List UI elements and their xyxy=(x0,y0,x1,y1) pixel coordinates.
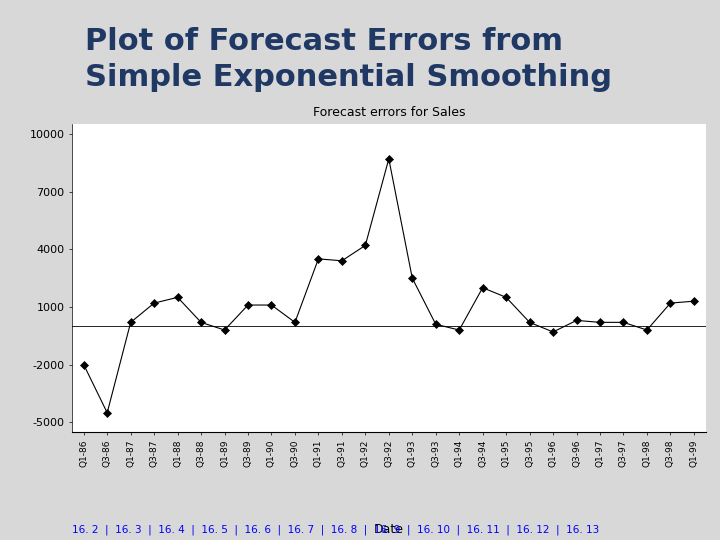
Title: Forecast errors for Sales: Forecast errors for Sales xyxy=(312,106,465,119)
Text: 16. 2  |  16. 3  |  16. 4  |  16. 5  |  16. 6  |  16. 7  |  16. 8  |  16. 9  |  : 16. 2 | 16. 3 | 16. 4 | 16. 5 | 16. 6 | … xyxy=(72,524,599,535)
X-axis label: Date: Date xyxy=(374,523,404,536)
Text: Plot of Forecast Errors from
Simple Exponential Smoothing: Plot of Forecast Errors from Simple Expo… xyxy=(85,27,612,92)
